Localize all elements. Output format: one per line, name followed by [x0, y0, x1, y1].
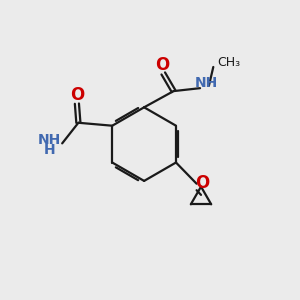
- Text: NH: NH: [195, 76, 218, 90]
- Text: O: O: [195, 174, 209, 192]
- Text: NH: NH: [38, 133, 62, 147]
- Text: H: H: [44, 143, 56, 157]
- Text: CH₃: CH₃: [218, 56, 241, 69]
- Text: O: O: [155, 56, 169, 74]
- Text: O: O: [70, 86, 84, 104]
